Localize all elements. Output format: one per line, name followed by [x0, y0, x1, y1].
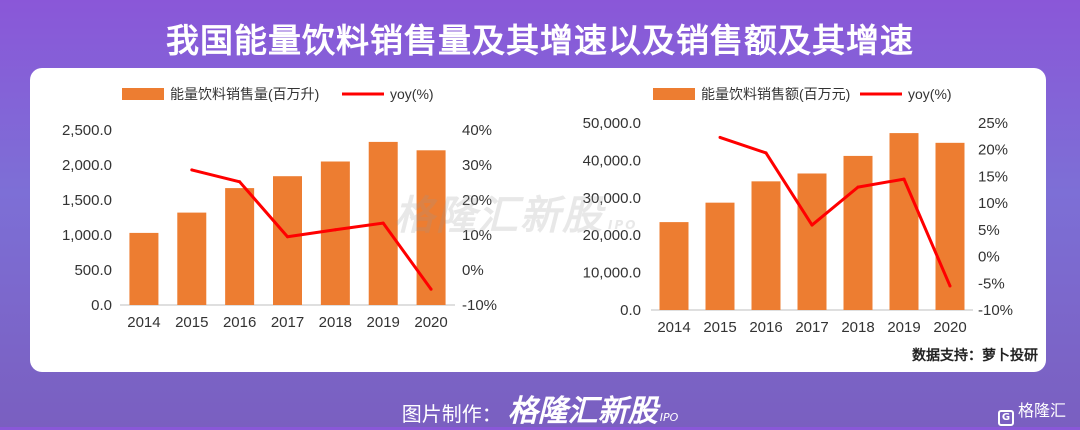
bar	[416, 150, 446, 305]
footer-brand: 格隆汇新股	[507, 394, 658, 429]
yoy-point	[718, 135, 722, 139]
y-left-tick-label: 10,000.0	[583, 265, 641, 282]
y-right-tick-label: 20%	[462, 192, 492, 209]
y-right-tick-label: 20%	[978, 142, 1008, 159]
bar	[843, 155, 873, 310]
x-tick-label: 2018	[841, 319, 874, 336]
x-tick-label: 2019	[887, 319, 920, 336]
yoy-point	[429, 287, 433, 291]
sales-revenue-chart: 50,000.0 40,000.0 30,000.0 20,000.0 10,000.0…	[583, 86, 1013, 336]
y-left-tick-label: 40,000.0	[583, 152, 641, 169]
footer-prefix: 图片制作：	[401, 402, 502, 426]
y-right-tick-label: -10%	[978, 302, 1013, 319]
y-left-tick-label: 1,000.0	[62, 227, 112, 244]
watermark-sub: IPO	[608, 218, 638, 232]
y-left-tick-label: 50,000.0	[583, 115, 641, 132]
logo-icon: G	[997, 410, 1014, 426]
legend-bar-label: 能量饮料销售量(百万升)	[170, 86, 319, 102]
y-right-tick-label: 25%	[978, 115, 1008, 132]
yoy-point	[333, 228, 337, 232]
yoy-point	[810, 223, 814, 227]
x-tick-label: 2017	[271, 314, 304, 331]
yoy-point	[948, 284, 952, 288]
y-right-tick-label: -10%	[462, 297, 497, 314]
legend-bar-swatch	[122, 88, 164, 100]
bar	[889, 133, 919, 310]
yoy-line	[191, 168, 433, 291]
y-left-tick-label: 500.0	[74, 262, 112, 279]
y-right-tick-label: 30%	[462, 157, 492, 174]
page-title: 我国能量饮料销售量及其增速以及销售额及其增速	[166, 21, 914, 60]
y-left-tick-label: 0.0	[91, 297, 112, 314]
sales-volume-chart: 2,500.0 2,000.0 1,500.0 1,000.0 500.0 0.0 40% 3…	[62, 86, 497, 331]
footer-brand-sub: IPO	[659, 411, 679, 424]
x-tick-label: 2015	[703, 319, 736, 336]
legend-line-label: yoy(%)	[390, 86, 434, 102]
watermark: 格隆汇新股 IPO	[394, 183, 637, 241]
yoy-point	[238, 180, 242, 184]
y-right-tick-label: 10%	[978, 195, 1008, 212]
bar	[751, 181, 781, 310]
data-source: 数据支持：萝卜投研	[912, 348, 1038, 364]
yoy-point	[286, 235, 289, 239]
chart-panel: 2,500.0 2,000.0 1,500.0 1,000.0 500.0 0.0 40% 3…	[30, 68, 1046, 372]
legend-bar-swatch	[653, 88, 695, 100]
y-left-tick-label: 1,500.0	[62, 192, 112, 209]
bar	[659, 222, 689, 310]
y-left-tick-label: 20,000.0	[583, 227, 641, 244]
x-tick-label: 2014	[657, 319, 690, 336]
yoy-point	[764, 151, 768, 155]
x-tick-label: 2019	[367, 314, 400, 331]
y-left-tick-label: 0.0	[620, 302, 641, 319]
x-tick-label: 2015	[175, 314, 208, 331]
x-tick-label: 2017	[795, 319, 828, 336]
corner-logo-text: 格隆汇	[1017, 401, 1066, 420]
x-tick-label: 2020	[933, 319, 966, 336]
y-right-tick-label: -5%	[978, 275, 1005, 292]
y-right-tick-label: 40%	[462, 122, 492, 139]
x-tick-label: 2020	[414, 314, 447, 331]
x-tick-label: 2016	[223, 314, 256, 331]
x-tick-label: 2018	[319, 314, 352, 331]
y-right-tick-label: 10%	[462, 227, 492, 244]
y-right-tick-label: 15%	[978, 168, 1008, 185]
footer: 图片制作： 格隆汇新股 IPO	[0, 386, 1080, 430]
y-right-tick-label: 0%	[978, 249, 1000, 266]
legend-line-label: yoy(%)	[908, 86, 952, 102]
y-left-tick-label: 2,000.0	[62, 157, 112, 174]
legend-bar-label: 能量饮料销售额(百万元)	[701, 86, 850, 102]
bar	[797, 173, 827, 310]
x-tick-label: 2016	[749, 319, 782, 336]
bar	[177, 212, 207, 305]
y-right-tick-label: 5%	[978, 222, 1000, 239]
bar	[225, 188, 255, 305]
watermark-text: 格隆汇新股	[394, 193, 604, 239]
bar	[129, 232, 159, 305]
yoy-line	[719, 136, 952, 287]
yoy-point	[902, 177, 906, 181]
yoy-point	[190, 168, 194, 172]
y-left-tick-label: 2,500.0	[62, 122, 112, 139]
y-right-tick-label: 0%	[462, 262, 484, 279]
x-tick-label: 2014	[127, 314, 160, 331]
bar	[273, 176, 302, 305]
yoy-point	[856, 185, 860, 189]
bar	[320, 161, 350, 305]
yoy-point	[381, 221, 385, 225]
corner-logo: G 格隆汇	[997, 397, 1066, 426]
y-left-tick-label: 30,000.0	[583, 190, 641, 207]
bar	[935, 142, 965, 310]
bar	[705, 202, 735, 310]
